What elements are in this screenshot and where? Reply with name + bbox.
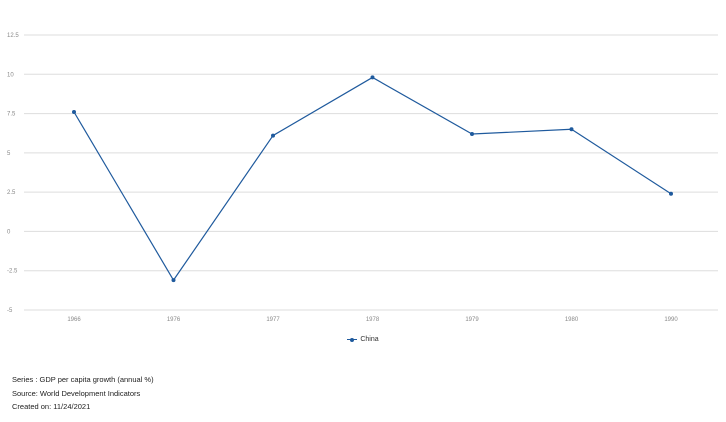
y-tick-label: 0: [7, 229, 11, 235]
x-tick-label: 1977: [266, 317, 280, 323]
x-tick-label: 1980: [565, 317, 579, 323]
y-tick-label: 5: [7, 151, 11, 157]
data-point[interactable]: [271, 133, 275, 138]
x-axis-tick-labels: 1966 1976 1977 1978 1979 1980 1990: [67, 317, 678, 323]
data-point[interactable]: [470, 132, 474, 136]
x-tick-label: 1976: [167, 317, 181, 323]
x-tick-label: 1990: [664, 317, 678, 323]
footer-series: Series : GDP per capita growth (annual %…: [12, 375, 154, 384]
legend: China: [0, 336, 726, 345]
series-line: [73, 76, 672, 281]
footer-source: Source: World Development Indicators: [12, 388, 141, 398]
line-chart: 12.5 10 7.5 5 2.5 0 -2.5 -5 1966 1976 1977 1978 197…: [7, 33, 718, 323]
data-point[interactable]: [171, 278, 176, 283]
y-tick-label: -5: [7, 308, 13, 314]
x-tick-label: 1979: [465, 317, 479, 323]
gridlines: [24, 34, 718, 311]
y-tick-label: 12.5: [7, 33, 19, 39]
data-point[interactable]: [72, 110, 76, 114]
series-china: [72, 75, 673, 283]
x-tick-label: 1978: [366, 317, 380, 323]
data-point[interactable]: [669, 191, 673, 196]
legend-label: China: [360, 336, 379, 343]
x-tick-label: 1966: [67, 317, 81, 323]
footer-created: Created on: 11/24/2021: [12, 402, 91, 411]
chart-footer: Series : GDP per capita growth (annual %…: [12, 373, 154, 414]
y-axis-tick-labels: 12.5 10 7.5 5 2.5 0 -2.5 -5: [7, 33, 19, 314]
y-tick-label: -2.5: [7, 269, 18, 275]
y-tick-label: 2.5: [7, 190, 16, 196]
y-tick-label: 7.5: [7, 112, 16, 118]
legend-item-china[interactable]: China: [347, 336, 379, 343]
data-point[interactable]: [370, 75, 375, 80]
legend-swatch-icon: [347, 337, 358, 343]
y-tick-label: 10: [7, 72, 14, 78]
data-point[interactable]: [569, 127, 574, 132]
